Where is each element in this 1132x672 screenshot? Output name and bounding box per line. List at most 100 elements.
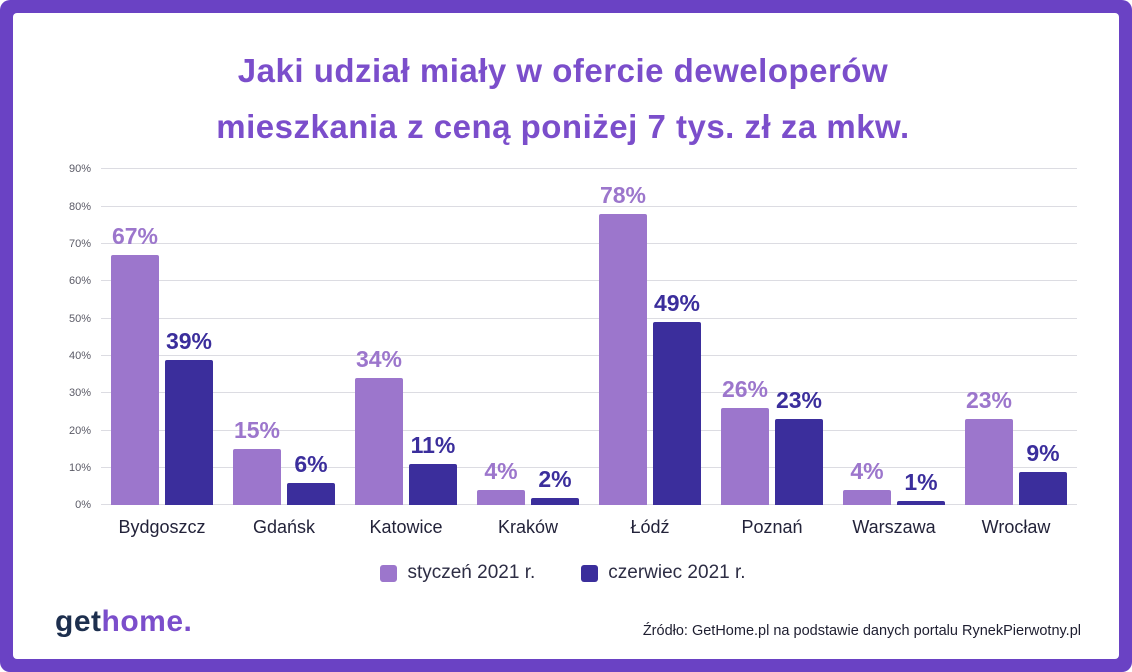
gridline [101,242,1077,244]
gridline [101,168,1077,170]
y-tick-label: 60% [68,275,91,288]
gridline [101,354,1077,356]
legend-item: styczeń 2021 r. [380,562,535,584]
gridline [101,504,1077,506]
bar-column: 6% [287,169,335,506]
bar [111,255,159,506]
y-tick-label: 0% [75,499,91,512]
bar-column: 11% [409,169,457,506]
bar [775,419,823,506]
x-axis-label: Katowice [369,517,443,538]
bar-value-label: 2% [538,465,572,492]
bar-column: 15% [233,169,281,506]
bar-group: 15% 6% [233,169,335,506]
gridline [101,466,1077,468]
gethome-logo: gethome. [55,605,192,639]
bar-value-label: 23% [965,387,1013,414]
logo-dot: . [183,605,193,638]
x-axis-label: Łódź [630,517,670,538]
gridline [101,392,1077,394]
legend-swatch [581,564,599,582]
source-text: Źródło: GetHome.pl na podstawie danych p… [642,623,1081,639]
legend: styczeń 2021 r. czerwiec 2021 r. [41,562,1085,584]
bar-column: 26% [721,169,769,506]
bar-column: 49% [653,169,701,506]
bar-column: 34% [355,169,403,506]
x-axis-label: Poznań [741,517,803,538]
bar [653,322,701,506]
bar-value-label: 6% [294,450,328,477]
legend-label: czerwiec 2021 r. [608,562,746,584]
legend-swatch [380,564,398,582]
bar-group: 4% 1% [843,169,945,506]
bar-group: 67% 39% [111,169,213,506]
bar [477,490,525,506]
bar [599,214,647,506]
y-tick-label: 90% [68,163,91,176]
bar [233,449,281,506]
bar-chart: 0% 10% 20% 30% 40% 50% 60% 70% 80% 90% 67% 39% 15% 6… [41,163,1085,511]
bar [721,408,769,506]
bar [843,490,891,506]
x-axis-label: Wrocław [981,517,1051,538]
bar [965,419,1013,506]
bar-group: 78% 49% [599,169,701,506]
bar-value-label: 49% [653,290,701,317]
gridline [101,205,1077,207]
bar-value-label: 4% [850,458,884,485]
x-axis-label: Kraków [497,517,559,538]
chart-title-line1: Jaki udział miały w ofercie deweloperów [237,52,889,89]
gridline [101,280,1077,282]
gridline [101,317,1077,319]
bar-value-label: 1% [904,469,938,496]
bar-column: 67% [111,169,159,506]
bar-value-label: 26% [721,376,769,403]
bar-group: 26% 23% [721,169,823,506]
bar [897,501,945,506]
bar-column: 4% [477,169,525,506]
bar-column: 4% [843,169,891,506]
y-tick-label: 20% [68,424,91,437]
bar-value-label: 4% [484,458,518,485]
y-tick-label: 50% [68,312,91,325]
bar-value-label: 15% [233,417,281,444]
bar-column: 9% [1019,169,1067,506]
x-axis-label: Bydgoszcz [118,517,206,538]
bar-column: 23% [965,169,1013,506]
bar-group: 23% 9% [965,169,1067,506]
bar-value-label: 34% [355,346,403,373]
legend-label: styczeń 2021 r. [407,562,536,584]
bar [355,378,403,506]
bar-groups: 67% 39% 15% 6% 34% 11% 4% 2% 78% 49% 26% 23% 4% 1% 23%… [101,169,1077,506]
bar [287,482,335,506]
x-axis-labels: Bydgoszcz Gdańsk Katowice Kraków Łódź Poznań W… [101,517,1077,538]
bar-value-label: 9% [1026,439,1060,466]
bar-column: 78% [599,169,647,506]
bar-column: 23% [775,169,823,506]
chart-title-line2: mieszkania z ceną poniżej 7 tys. zł za m… [216,108,910,146]
bar-value-label: 39% [165,327,213,354]
bar-group: 34% 11% [355,169,457,506]
bar-column: 39% [165,169,213,506]
bar-value-label: 78% [599,182,647,208]
y-tick-label: 10% [68,461,91,474]
x-axis-label: Warszawa [852,517,936,538]
chart-card: Jaki udział miały w ofercie deweloperów … [13,13,1119,659]
plot-area: 67% 39% 15% 6% 34% 11% 4% 2% 78% 49% 26% 23% 4% 1% 23%… [101,168,1077,506]
gridline [101,429,1077,431]
x-axis-label: Gdańsk [252,517,316,538]
bar-group: 4% 2% [477,169,579,506]
y-tick-label: 70% [68,237,91,250]
y-tick-label: 80% [68,200,91,213]
bar [531,497,579,506]
bar-value-label: 23% [775,387,823,414]
footer: gethome. Źródło: GetHome.pl na podstawie… [41,605,1085,643]
bar [409,464,457,506]
logo-home: home [101,605,184,638]
bar-column: 2% [531,169,579,506]
logo-get: get [55,605,102,638]
y-tick-label: 30% [68,387,91,400]
chart-title: Jaki udział miały w ofercie deweloperów … [41,43,1085,155]
bar-value-label: 11% [410,432,456,459]
